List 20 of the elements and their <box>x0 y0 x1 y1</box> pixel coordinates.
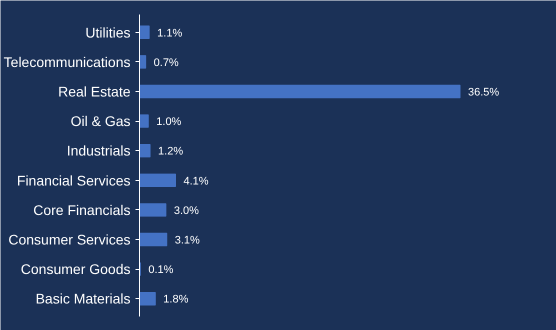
y-tick-label: Utilities <box>85 24 131 40</box>
data-label: 0.7% <box>154 56 179 69</box>
data-label: 1.2% <box>158 146 184 158</box>
y-tick-label: Real Estate <box>58 83 131 100</box>
data-label: 0.1% <box>148 264 174 276</box>
y-tick-label: Telecommunications <box>4 54 131 70</box>
y-tick-label: Basic Materials <box>36 290 131 307</box>
data-label: 1.1% <box>157 27 182 40</box>
data-label: 3.0% <box>174 204 200 217</box>
y-tick-label: Core Financials <box>33 202 131 218</box>
y-tick-label: Industrials <box>66 142 131 159</box>
y-tick-label: Consumer Services <box>8 232 131 248</box>
y-tick-label: Oil & Gas <box>70 113 131 130</box>
data-label: 36.5% <box>468 86 500 98</box>
y-tick-label: Consumer Goods <box>20 261 130 278</box>
data-label: 1.8% <box>163 294 189 306</box>
data-label: 4.1% <box>184 175 209 188</box>
data-label: 1.0% <box>156 116 182 128</box>
y-tick-label: Financial Services <box>16 172 131 188</box>
data-label: 3.1% <box>174 234 200 247</box>
